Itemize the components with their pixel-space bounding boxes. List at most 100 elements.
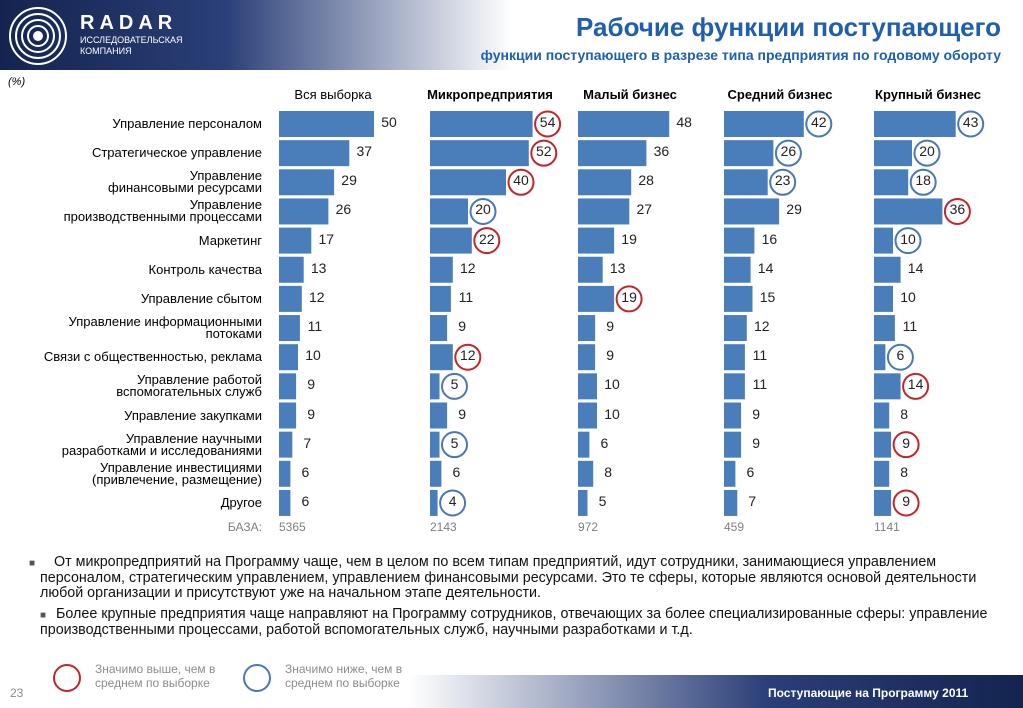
- significance-circle: [534, 110, 562, 138]
- value-label: 11: [752, 376, 768, 393]
- bar: [279, 198, 329, 225]
- value-label: 29: [341, 172, 357, 189]
- value-label: 11: [458, 288, 474, 305]
- bar: [724, 402, 742, 429]
- bar: [430, 111, 533, 137]
- value-label: 9: [606, 318, 614, 335]
- legend-high-circle: [53, 664, 81, 692]
- value-label: 36: [949, 201, 966, 218]
- base-value: 972: [578, 520, 599, 534]
- value-label: 8: [604, 463, 613, 480]
- value-label: 9: [458, 318, 466, 335]
- value-label: 14: [757, 259, 774, 276]
- value-label: 6: [301, 463, 310, 480]
- value-label: 18: [915, 172, 931, 189]
- bar: [724, 460, 736, 487]
- significance-circle: [507, 168, 535, 196]
- value-label: 54: [539, 114, 556, 130]
- value-label: 13: [609, 259, 626, 276]
- bar: [578, 402, 597, 429]
- value-label: 37: [356, 143, 373, 160]
- logo-name: RADAR: [80, 12, 178, 34]
- bar: [578, 344, 596, 371]
- significance-circle: [774, 139, 802, 167]
- bar: [578, 111, 670, 137]
- logo-mark: [9, 7, 67, 65]
- value-label: 6: [746, 463, 755, 480]
- bar: [279, 431, 293, 458]
- category-label: Маркетинг: [198, 232, 262, 248]
- header-band: [0, 0, 1023, 70]
- bar: [578, 256, 603, 283]
- base-value: 1141: [874, 520, 900, 534]
- bar: [874, 198, 943, 225]
- value-label: 10: [604, 376, 620, 393]
- value-label: 29: [786, 201, 802, 218]
- value-label: 42: [811, 114, 827, 130]
- legend-low-circle: [243, 664, 271, 692]
- category-label: Управление научными разработками и иссле…: [61, 430, 262, 458]
- bar: [874, 460, 890, 487]
- value-label: 50: [381, 114, 397, 130]
- value-label: 23: [774, 172, 791, 189]
- bar: [578, 315, 596, 342]
- category-label: Управление закупками: [124, 407, 262, 423]
- bar: [724, 256, 751, 283]
- base-label: БАЗА:: [227, 520, 262, 534]
- unit-label: (%): [8, 76, 26, 88]
- logo-tagline: ИССЛЕДОВАТЕЛЬСКАЯ КОМПАНИЯ: [80, 35, 183, 56]
- value-label: 10: [900, 288, 916, 305]
- bar: [430, 256, 453, 283]
- value-label: 20: [919, 143, 935, 160]
- significance-circle: [769, 168, 797, 196]
- bar: [430, 227, 472, 254]
- category-label: Стратегическое управление: [91, 145, 262, 161]
- bar: [279, 402, 297, 429]
- series-name: Вся выборка: [294, 87, 372, 102]
- bar: [874, 256, 901, 283]
- value-label: 6: [896, 347, 905, 364]
- note: От микропредприятий на Программу чаще, ч…: [40, 554, 977, 601]
- bar: [724, 489, 738, 516]
- value-label: 22: [479, 230, 495, 247]
- bar: [430, 460, 442, 487]
- value-label: 16: [761, 230, 778, 247]
- value-label: 9: [902, 434, 910, 451]
- significance-circle: [913, 139, 941, 167]
- value-label: 12: [754, 318, 770, 335]
- series-name: Крупный бизнес: [875, 87, 981, 102]
- value-label: 36: [653, 143, 670, 160]
- bar: [430, 198, 468, 225]
- value-label: 19: [621, 230, 637, 247]
- series-name: Средний бизнес: [727, 87, 833, 102]
- bar: [578, 198, 630, 225]
- bar: [874, 227, 893, 254]
- base-value: 5365: [279, 520, 306, 534]
- value-label: 19: [621, 288, 637, 305]
- value-label: 27: [636, 201, 653, 218]
- bar: [578, 227, 615, 254]
- bar: [430, 344, 453, 371]
- bar: [279, 140, 350, 167]
- bar: [279, 373, 297, 400]
- series-name: Малый бизнес: [583, 87, 677, 102]
- bar: [578, 169, 632, 196]
- bar: [430, 169, 506, 196]
- significance-circle: [441, 372, 468, 400]
- bar: [874, 315, 895, 342]
- base-value: 2143: [430, 520, 457, 534]
- significance-circle: [943, 197, 971, 225]
- value-label: 9: [752, 405, 760, 422]
- category-label: Управление производственными процессами: [63, 197, 262, 225]
- value-label: 10: [305, 347, 321, 364]
- value-label: 10: [900, 230, 916, 247]
- value-label: 12: [460, 347, 476, 364]
- bar: [430, 402, 448, 429]
- significance-circle: [909, 168, 937, 196]
- bar: [578, 285, 615, 312]
- value-label: 48: [676, 114, 692, 130]
- category-label: Управление информационными потоками: [68, 314, 262, 342]
- bar: [724, 344, 745, 371]
- bar: [724, 285, 753, 312]
- bar: [279, 256, 304, 283]
